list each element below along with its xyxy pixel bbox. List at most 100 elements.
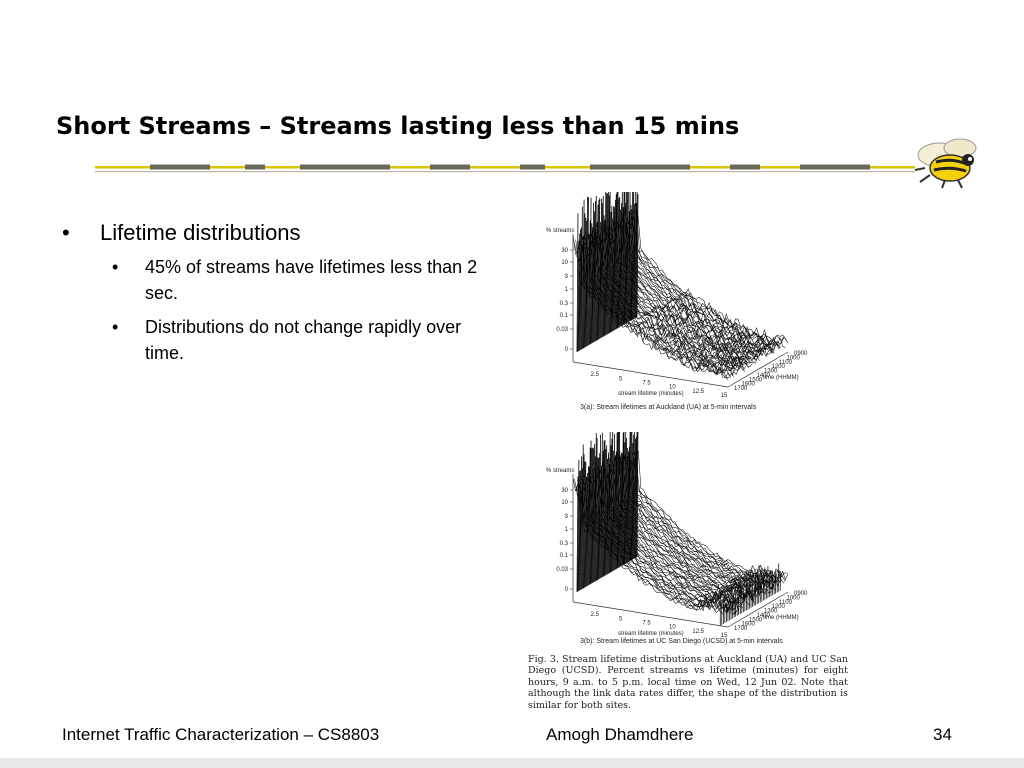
spike-line [607,463,610,574]
spike-line [604,192,607,336]
spike-line [580,227,582,350]
title-underline [0,130,1024,190]
spike-line [602,215,605,337]
spike-line [596,204,599,341]
y-tick-label: 1100 [779,360,793,366]
spike-line [590,223,593,344]
spike-line [576,476,579,593]
spike-line [581,236,584,349]
spike-line [611,432,614,572]
spike-line [620,453,622,567]
spike-line [622,192,625,326]
spike-line [594,432,597,582]
z-tick-label: 0.3 [560,541,569,547]
spike-line [583,213,586,348]
surface-plot-ucsd: % streams 30 10 3 1 0.3 0.1 0.03 0 2.5 5 7.5 10 12.5 1… [546,432,808,645]
surface-trace [631,450,787,580]
z-tick-label: 3 [565,514,569,520]
spike-line [617,432,620,569]
spike-line [631,192,634,321]
spike-line [587,466,590,586]
spike-line [634,202,637,319]
spike-line [601,450,604,578]
spike-line [596,457,599,581]
spike-line [599,222,602,339]
spike-line [614,451,617,570]
figure-3b: % streams 30 10 3 1 0.3 0.1 0.03 0 2.5 5 7.5 10 12.5 1… [528,432,848,652]
y-axis-label: time (HHMM) [763,615,799,621]
sub-caption: 3(a): Stream lifetimes at Auckland (UA) … [580,404,757,411]
spike-line [607,452,609,575]
x-axis-label: stream lifetime (minutes) [618,631,684,637]
spike-line [600,203,603,338]
y-tick-label: 1300 [764,369,778,375]
spike-line [633,204,635,320]
z-tick-label: 0.3 [560,301,569,307]
x-tick-label: 5 [619,616,623,622]
spike-line [603,440,606,577]
spike-line [635,432,638,558]
sub-bullet-item: • 45% of streams have lifetimes less tha… [112,254,485,306]
z-tick-label: 0 [565,587,569,593]
y-tick-label: 1400 [757,373,771,379]
spike-line [608,432,611,574]
spike-line [585,476,588,587]
surface-trace [613,452,770,589]
spike-line [634,436,637,559]
spike-line [613,455,616,571]
spike-line [629,204,632,322]
sub-bullet-text: 45% of streams have lifetimes less than … [145,257,478,303]
sub-caption: 3(b): Stream lifetimes at UC San Diego (… [580,638,783,645]
spike-line [579,470,582,591]
surface-trace [616,215,772,355]
spike-line [619,210,622,328]
spike-line [620,453,623,567]
spike-line [580,206,583,350]
spike-line [621,432,624,566]
surface-trace [616,453,772,594]
spike-line [622,432,625,566]
x-axis-line [572,361,729,388]
spike-line [582,454,585,589]
spike-line [582,199,585,349]
x-axis-line [572,601,729,628]
spike-line [612,206,615,332]
spike-line [602,440,605,577]
bullet-marker: • [112,317,119,337]
y-tick-label: 1100 [779,600,793,606]
spike-line [633,192,636,319]
spike-line [626,447,628,564]
spike-line [593,456,596,582]
spike-line [593,211,595,343]
spike-line [606,193,608,335]
surface-trace [628,216,785,347]
x-axis-label: stream lifetime (minutes) [618,391,684,397]
spike-line [586,196,588,347]
x-tick-label: 7.5 [642,621,651,627]
y-tick-label: 1000 [787,355,801,361]
z-tick-label: 1 [565,527,569,533]
spike-line [628,192,631,322]
surface-trace [577,479,733,614]
bullet-text: Lifetime distributions [100,220,301,245]
bullet-marker: • [62,220,70,245]
x-tick-label: 10 [669,385,676,391]
spike-line [581,444,584,589]
spike-line [598,453,601,580]
spike-line [607,192,609,335]
z-tick-label: 30 [561,488,568,494]
x-tick-label: 5 [619,376,623,382]
spike-line [618,432,621,568]
surface-plot-auckland: % streams 30 10 3 1 0.3 0.1 0.03 0 2.5 5 7.5 10 12.5 1… [546,192,808,411]
y-tick-label: 1500 [749,617,763,623]
y-tick-label: 0900 [794,351,808,357]
sub-bullet-item: • Distributions do not change rapidly ov… [112,314,485,366]
z-tick-label: 10 [561,260,568,266]
surface-trace [621,210,778,353]
x-tick-label: 12.5 [692,629,704,635]
z-tick-label: 10 [561,500,568,506]
spike-line [627,210,630,323]
spike-line [577,459,580,592]
spike-line [607,195,610,334]
spike-line [613,207,615,331]
